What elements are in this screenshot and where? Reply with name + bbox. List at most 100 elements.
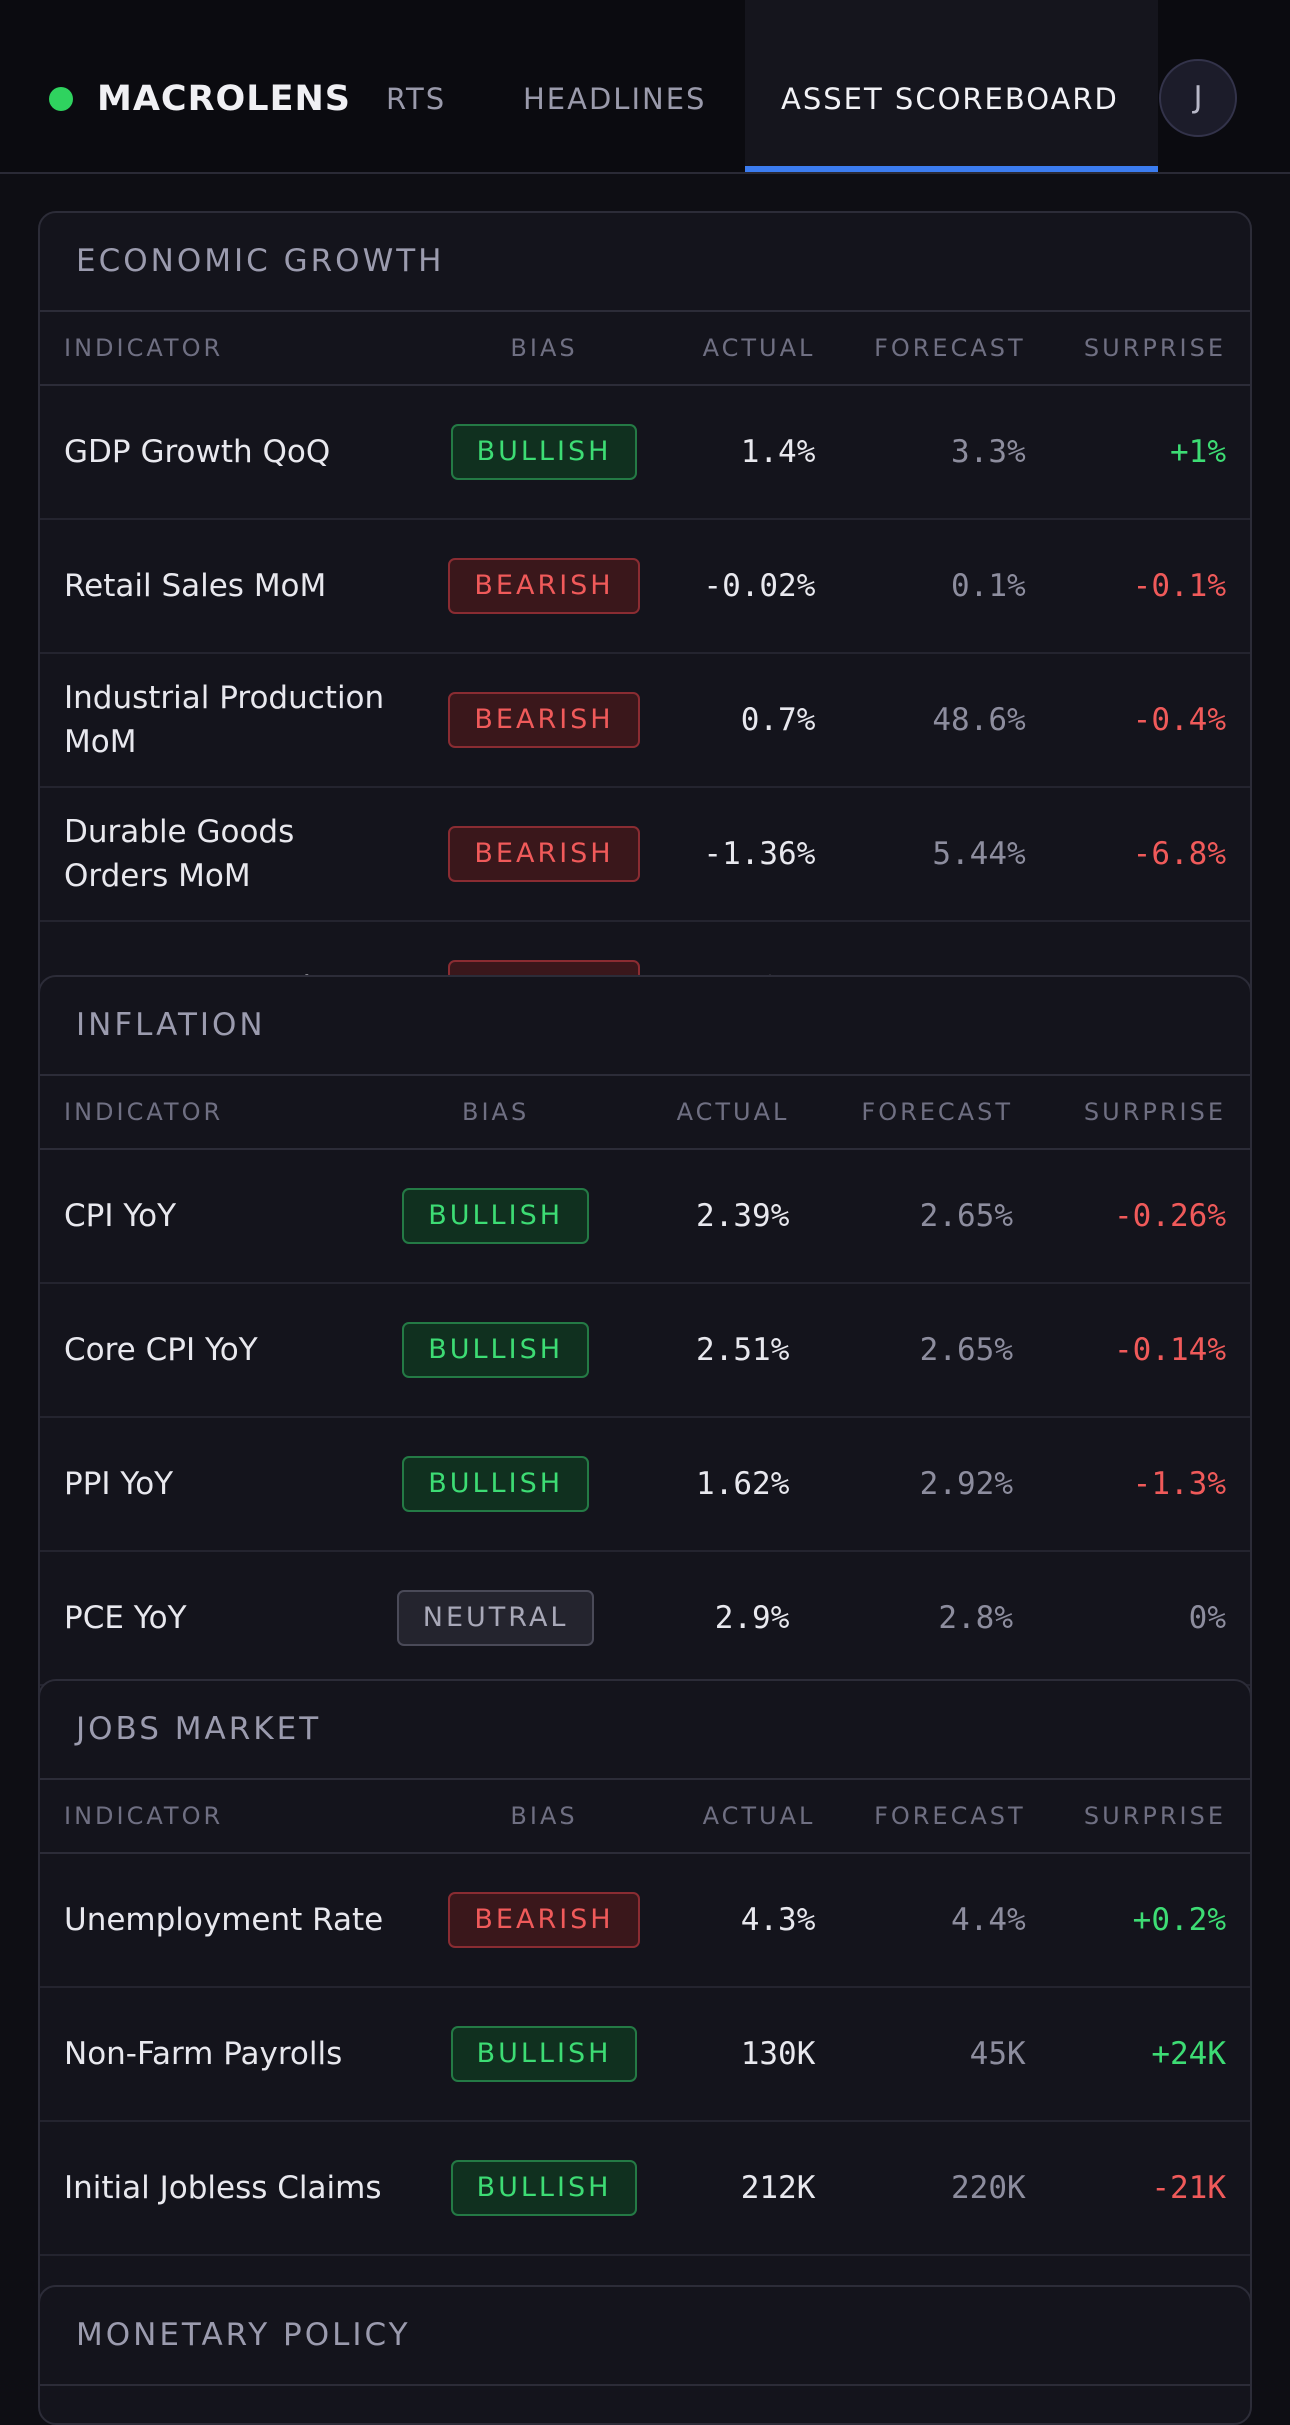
indicator-cell: GDP Growth QoQ [40, 385, 418, 520]
indicator-table: INDICATOR BIAS ACTUAL FORECAST SURPRISE GDP G… [40, 312, 1250, 1054]
section-card: MONETARY POLICY [38, 2285, 1252, 2425]
indicator-table: INDICATOR BIAS ACTUAL FORECAST SURPRISE Unemp… [40, 1780, 1250, 2388]
forecast-cell: 220K [839, 2121, 1050, 2256]
indicator-cell: Retail Sales MoM [40, 519, 418, 654]
cell: BEARISH [418, 519, 671, 654]
column-header: ACTUAL [633, 1076, 814, 1150]
bias-badge: BULLISH [450, 424, 638, 480]
surprise-cell: -21K [1049, 2121, 1250, 2256]
indicator-row: Retail Sales MoM BEARISH -0.02% 0.1% -0.1% [40, 519, 1250, 654]
column-header: FORECAST [813, 1076, 1037, 1150]
indicator-cell: Durable Goods Orders MoM [40, 787, 418, 922]
column-header: BIAS [418, 1780, 671, 1854]
indicator-row: CPI YoY BULLISH 2.39% 2.65% -0.26% [40, 1149, 1250, 1284]
actual-cell: -1.36% [670, 787, 840, 922]
section-card: INFLATION INDICATOR BIAS ACTUAL FORECAST SURP… [38, 975, 1252, 1820]
bias-badge: NEUTRAL [396, 1590, 595, 1646]
actual-cell: 1.4% [670, 385, 840, 520]
header-row: INDICATOR BIAS ACTUAL FORECAST SURPRISE [40, 1780, 1250, 1854]
header-row: INDICATOR BIAS ACTUAL FORECAST SURPRISE [40, 1076, 1250, 1150]
indicator-row: Unemployment Rate BEARISH 4.3% 4.4% +0.2% [40, 1853, 1250, 1988]
indicator-row: GDP Growth QoQ BULLISH 1.4% 3.3% +1% [40, 385, 1250, 520]
surprise-cell: -6.8% [1049, 787, 1250, 922]
indicator-table: INDICATOR BIAS ACTUAL FORECAST SURPRISE CPI Y… [40, 1076, 1250, 1818]
cell: BULLISH [358, 1149, 634, 1284]
forecast-cell: 2.65% [813, 1149, 1037, 1284]
actual-cell: 1.62% [633, 1417, 814, 1552]
forecast-cell: 2.92% [813, 1417, 1037, 1552]
column-header: BIAS [358, 1076, 634, 1150]
forecast-cell: 3.3% [839, 385, 1050, 520]
column-header: ACTUAL [670, 1780, 840, 1854]
section-card: ECONOMIC GROWTH INDICATOR BIAS ACTUAL FORECA… [38, 211, 1252, 1056]
cell: BEARISH [418, 653, 671, 788]
surprise-cell: +24K [1049, 1987, 1250, 2122]
column-header: FORECAST [839, 312, 1050, 386]
brand[interactable]: MACROLENS [97, 79, 352, 119]
status-dot [49, 87, 73, 111]
indicator-cell: Core CPI YoY [40, 1283, 358, 1418]
bias-badge: BEARISH [448, 1892, 640, 1948]
column-header: INDICATOR [40, 312, 418, 386]
cell: NEUTRAL [358, 1551, 634, 1686]
column-header: FORECAST [839, 1780, 1050, 1854]
surprise-cell: -1.3% [1037, 1417, 1250, 1552]
nav-tab-active[interactable]: ASSET SCOREBOARD [745, 0, 1158, 172]
surprise-cell: -0.26% [1037, 1149, 1250, 1284]
bias-badge: BEARISH [448, 826, 640, 882]
column-header: SURPRISE [1049, 1780, 1250, 1854]
indicator-row: Core CPI YoY BULLISH 2.51% 2.65% -0.14% [40, 1283, 1250, 1418]
column-header: ACTUAL [670, 312, 840, 386]
avatar[interactable]: J [1159, 59, 1237, 137]
surprise-cell: -0.14% [1037, 1283, 1250, 1418]
indicator-cell: PCE YoY [40, 1551, 358, 1686]
column-header: SURPRISE [1037, 1076, 1250, 1150]
indicator-row: PPI YoY BULLISH 1.62% 2.92% -1.3% [40, 1417, 1250, 1552]
actual-cell: 2.39% [633, 1149, 814, 1284]
indicator-cell: Initial Jobless Claims [40, 2121, 418, 2256]
indicator-cell: CPI YoY [40, 1149, 358, 1284]
forecast-cell: 2.8% [813, 1551, 1037, 1686]
surprise-cell: 0% [1037, 1551, 1250, 1686]
cell: BULLISH [358, 1283, 634, 1418]
forecast-cell: 48.6% [839, 653, 1050, 788]
column-header: INDICATOR [40, 1780, 418, 1854]
section-title: ECONOMIC GROWTH [40, 213, 1250, 312]
nav-bar: MACROLENS RTS HEADLINES ASSET SCOREBOARD… [0, 0, 1290, 174]
cell: BULLISH [418, 1987, 671, 2122]
column-header: INDICATOR [40, 1076, 358, 1150]
section-title: MONETARY POLICY [40, 2287, 1250, 2386]
forecast-cell: 4.4% [839, 1853, 1050, 1988]
indicator-row: Industrial Production MoM BEARISH 0.7% 48.6… [40, 653, 1250, 788]
actual-cell: 4.3% [670, 1853, 840, 1988]
indicator-row: PCE YoY NEUTRAL 2.9% 2.8% 0% [40, 1551, 1250, 1686]
bias-badge: BULLISH [450, 2160, 638, 2216]
actual-cell: 2.51% [633, 1283, 814, 1418]
actual-cell: 212K [670, 2121, 840, 2256]
section-title: JOBS MARKET [40, 1681, 1250, 1780]
surprise-cell: +1% [1049, 385, 1250, 520]
bias-badge: BULLISH [402, 1322, 590, 1378]
indicator-row: Durable Goods Orders MoM BEARISH -1.36% 5.4… [40, 787, 1250, 922]
nav-tab[interactable]: RTS [386, 82, 447, 116]
bias-badge: BULLISH [402, 1456, 590, 1512]
indicator-row: Non-Farm Payrolls BULLISH 130K 45K +24K [40, 1987, 1250, 2122]
header-row: INDICATOR BIAS ACTUAL FORECAST SURPRISE [40, 312, 1250, 386]
forecast-cell: 5.44% [839, 787, 1050, 922]
section-title: INFLATION [40, 977, 1250, 1076]
bias-badge: BEARISH [448, 692, 640, 748]
indicator-cell: Non-Farm Payrolls [40, 1987, 418, 2122]
actual-cell: 130K [670, 1987, 840, 2122]
actual-cell: 2.9% [633, 1551, 814, 1686]
surprise-cell: +0.2% [1049, 1853, 1250, 1988]
forecast-cell: 2.65% [813, 1283, 1037, 1418]
cell: BEARISH [418, 787, 671, 922]
nav-tab[interactable]: HEADLINES [523, 82, 707, 116]
surprise-cell: -0.1% [1049, 519, 1250, 654]
surprise-cell: -0.4% [1049, 653, 1250, 788]
bias-badge: BULLISH [402, 1188, 590, 1244]
indicator-row: Initial Jobless Claims BULLISH 212K 220K -21… [40, 2121, 1250, 2256]
indicator-cell: PPI YoY [40, 1417, 358, 1552]
cell: BULLISH [418, 385, 671, 520]
